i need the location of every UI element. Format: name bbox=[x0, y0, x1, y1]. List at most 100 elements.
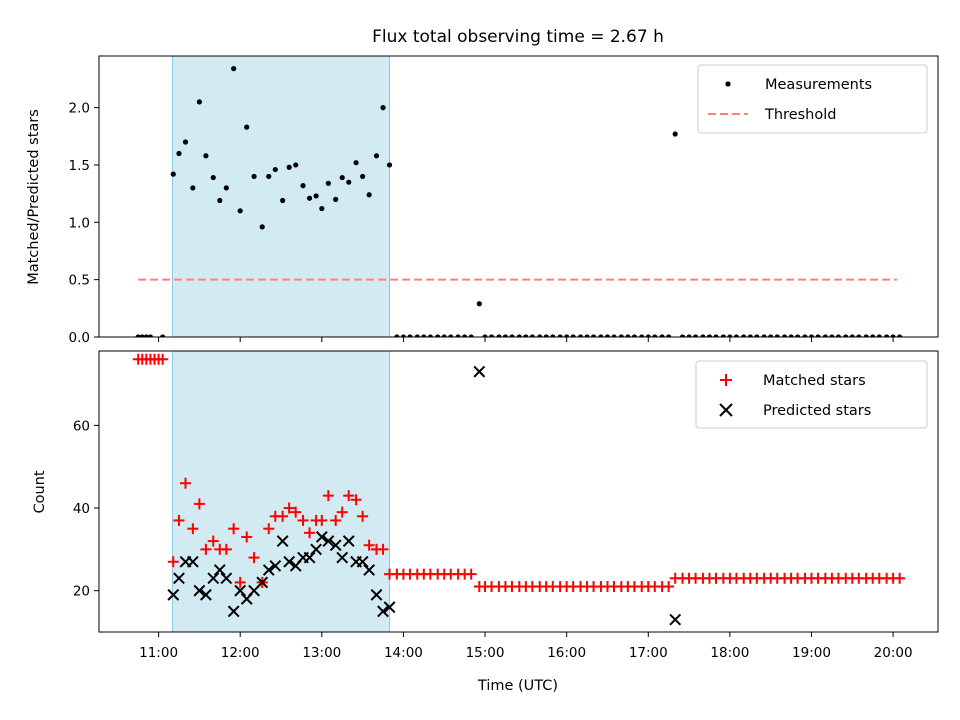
matched-star-point bbox=[343, 490, 355, 502]
count-y-ticks: 20 40 60 bbox=[73, 418, 99, 600]
measurement-point bbox=[516, 334, 522, 337]
measurement-point bbox=[843, 334, 849, 337]
matched-star-point bbox=[336, 506, 348, 518]
measurement-point bbox=[339, 174, 345, 181]
matched-star-point bbox=[277, 510, 289, 522]
measurement-point bbox=[394, 334, 400, 337]
measurement-point bbox=[890, 334, 896, 337]
predicted-star-point bbox=[173, 572, 185, 585]
matched-star-point bbox=[350, 494, 362, 506]
measurement-point bbox=[476, 301, 482, 307]
measurement-point bbox=[266, 173, 272, 180]
measurement-point bbox=[761, 334, 767, 337]
measurement-point bbox=[414, 334, 420, 337]
measurement-point bbox=[550, 334, 556, 337]
measurement-point bbox=[468, 334, 474, 337]
matched-star-point bbox=[234, 576, 246, 588]
measurement-point bbox=[781, 334, 788, 337]
measurement-point bbox=[462, 334, 468, 337]
measurement-point bbox=[502, 334, 509, 337]
measurement-point bbox=[727, 334, 733, 337]
matched-star-point bbox=[200, 543, 212, 555]
matched-star-point bbox=[363, 539, 375, 551]
matched-star-point bbox=[283, 502, 295, 514]
count-points bbox=[132, 353, 906, 626]
ratio-panel: 0.00.51.01.52.0 Matched/Predicted stars … bbox=[26, 55, 939, 346]
predicted-star-point bbox=[377, 605, 389, 618]
matched-star-point bbox=[322, 490, 334, 502]
legend-threshold-label: Threshold bbox=[764, 107, 836, 123]
matched-star-point bbox=[316, 514, 328, 526]
measurement-point bbox=[570, 334, 576, 337]
predicted-star-point bbox=[370, 588, 383, 601]
measurement-point bbox=[441, 334, 447, 337]
measurement-point bbox=[448, 334, 454, 337]
measurement-point bbox=[659, 334, 665, 337]
matched-star-point bbox=[377, 543, 389, 555]
ratio-y-tick-label: 0.5 bbox=[69, 273, 90, 289]
measurement-point bbox=[604, 334, 611, 337]
observing-span-top bbox=[171, 55, 391, 338]
predicted-star-point bbox=[227, 605, 240, 618]
x-tick-label: 15:00 bbox=[466, 645, 505, 661]
count-x-ticks: 11:00 12:00 13:00 14:00 15:00 16:00 17:00 18:00… bbox=[139, 632, 913, 661]
predicted-star-point bbox=[322, 535, 335, 547]
measurement-point bbox=[139, 334, 145, 337]
matched-star-point bbox=[304, 527, 316, 539]
count-y-tick-label: 40 bbox=[73, 501, 90, 517]
measurement-point bbox=[870, 334, 876, 337]
ratio-legend-frame bbox=[697, 64, 928, 134]
measurement-point bbox=[863, 334, 869, 337]
predicted-star-point bbox=[283, 555, 296, 568]
measurement-point bbox=[693, 334, 699, 337]
measurement-point bbox=[829, 334, 835, 337]
measurement-point bbox=[815, 334, 821, 337]
predicted-star-point bbox=[473, 365, 486, 378]
measurement-point bbox=[700, 334, 706, 337]
measurement-point bbox=[231, 66, 237, 72]
predicted-star-point bbox=[262, 564, 275, 576]
ratio-y-tick-label: 1.0 bbox=[69, 215, 90, 231]
measurement-point bbox=[822, 334, 828, 337]
matched-star-point bbox=[248, 552, 260, 564]
measurement-point bbox=[686, 334, 692, 337]
matched-star-point bbox=[894, 572, 906, 584]
ratio-y-ticks: 0.0 0.5 1.0 1.5 2.0 bbox=[69, 101, 99, 346]
measurement-point bbox=[666, 334, 672, 337]
ratio-y-axis-label: Matched/Predicted stars bbox=[26, 109, 42, 285]
predicted-star-point bbox=[310, 543, 323, 556]
measurement-point bbox=[421, 334, 427, 337]
measurement-point bbox=[325, 180, 331, 186]
measurement-point bbox=[713, 334, 719, 337]
measurement-point bbox=[590, 334, 597, 337]
measurement-point bbox=[577, 334, 584, 337]
legend-measurements-label: Measurements bbox=[765, 77, 872, 93]
predicted-star-point bbox=[363, 564, 376, 576]
measurement-point bbox=[210, 174, 216, 181]
legend-matched-label: Matched stars bbox=[763, 373, 866, 389]
measurement-point bbox=[346, 179, 352, 185]
predicted-star-point bbox=[276, 535, 289, 547]
measurement-point bbox=[143, 334, 149, 337]
measurement-point bbox=[293, 162, 299, 168]
measurement-point bbox=[523, 334, 529, 337]
matched-star-point bbox=[290, 506, 302, 518]
measurement-point bbox=[543, 334, 549, 337]
count-y-tick-label: 20 bbox=[73, 584, 90, 600]
matched-star-point bbox=[297, 514, 309, 526]
chart-title: Flux total observing time = 2.67 h bbox=[372, 27, 664, 47]
measurement-point bbox=[849, 334, 855, 337]
ratio-y-tick-label: 0.0 bbox=[69, 330, 90, 346]
legend-predicted-label: Predicted stars bbox=[763, 403, 871, 419]
measurement-point bbox=[373, 153, 380, 159]
measurement-point bbox=[856, 334, 862, 337]
ratio-legend: Measurements Threshold bbox=[697, 64, 928, 134]
measurement-point bbox=[774, 334, 780, 337]
measurement-point bbox=[733, 334, 740, 337]
x-tick-label: 17:00 bbox=[629, 645, 668, 661]
measurement-point bbox=[720, 334, 726, 337]
measurement-point bbox=[808, 334, 815, 337]
measurement-point bbox=[427, 334, 433, 337]
measurement-point bbox=[598, 334, 604, 337]
